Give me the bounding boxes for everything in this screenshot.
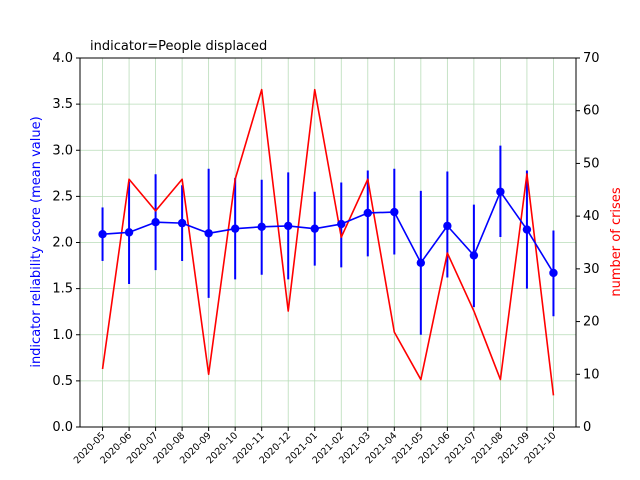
y-right-tick-label: 30	[583, 262, 600, 277]
y-left-tick-label: 0.5	[52, 374, 73, 389]
y-right-tick-label: 60	[583, 104, 600, 119]
y-right-tick-label: 70	[583, 51, 600, 66]
error-bars	[101, 145, 555, 335]
crises-count-line	[101, 88, 555, 396]
reliability-point	[124, 228, 134, 237]
reliability-point	[310, 224, 319, 233]
y-right-tick-label: 40	[583, 209, 600, 224]
y-right-tick-label: 50	[583, 156, 600, 171]
reliability-point	[257, 222, 266, 232]
reliability-point	[337, 219, 346, 229]
y-right-tick-label: 10	[583, 367, 600, 382]
y-left-tick-label: 1.5	[52, 282, 73, 297]
y-right-tick-label: 20	[583, 315, 600, 330]
y-left-tick-label: 2.0	[52, 236, 73, 251]
reliability-point	[98, 229, 107, 239]
reliability-point	[177, 218, 187, 228]
y-left-tick-label: 1.0	[52, 328, 73, 343]
reliability-point	[549, 268, 558, 278]
reliability-point	[522, 225, 532, 234]
y-right-tick-label: 0	[583, 420, 591, 435]
y-left-tick-label: 0.0	[52, 420, 73, 435]
reliability-point	[204, 229, 213, 238]
y-axis-left-label: indicator reliability score (mean value)	[29, 116, 44, 367]
y-left-tick-label: 4.0	[52, 51, 73, 66]
reliability-point	[496, 187, 505, 196]
reliability-point	[151, 218, 160, 227]
series-lines	[101, 88, 555, 396]
reliability-point	[284, 221, 293, 231]
series-markers	[98, 187, 558, 278]
y-left-tick-label: 2.5	[52, 189, 73, 204]
reliability-point	[230, 224, 240, 233]
y-left-tick-label: 3.0	[52, 143, 73, 158]
reliability-point	[390, 207, 399, 217]
reliability-point	[363, 208, 372, 218]
reliability-score-line	[102, 190, 555, 274]
reliability-point	[469, 251, 479, 260]
y-left-tick-label: 3.5	[52, 97, 73, 112]
y-axis-right-label: number of crises	[609, 187, 624, 296]
axes: 2020-052020-062020-072020-082020-092020-…	[52, 51, 599, 466]
chart-title: indicator=People displaced	[90, 39, 267, 54]
reliability-point	[443, 221, 452, 231]
reliability-point	[416, 258, 426, 267]
